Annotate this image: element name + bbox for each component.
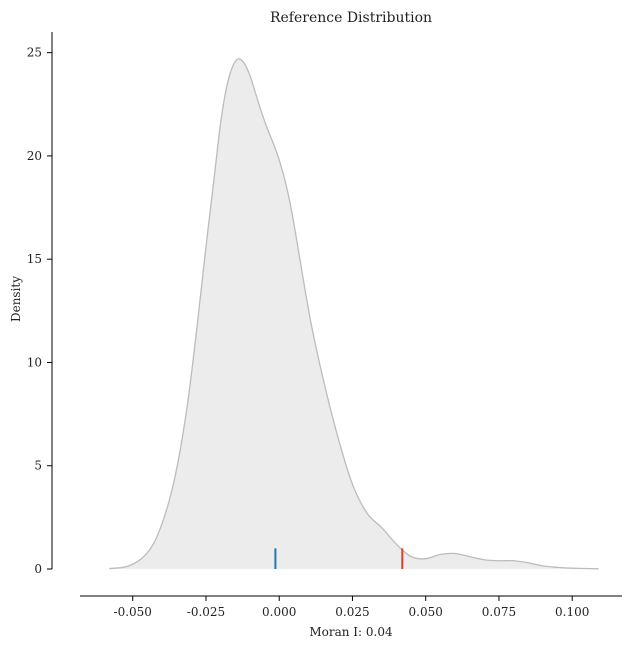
y-tick-label-4: 20	[27, 149, 42, 163]
x-tick-label-1: -0.025	[187, 605, 225, 619]
x-axis-label: Moran I: 0.04	[309, 625, 393, 639]
y-tick-label-0: 0	[34, 562, 42, 576]
y-tick-label-1: 5	[34, 459, 42, 473]
x-tick-label-3: 0.025	[335, 605, 369, 619]
chart-title: Reference Distribution	[270, 10, 432, 26]
density-line	[109, 58, 599, 570]
x-tick-label-0: -0.050	[114, 605, 152, 619]
y-tick-label-5: 25	[27, 46, 42, 60]
x-tick-label-5: 0.075	[482, 605, 516, 619]
y-tick-label-3: 15	[27, 252, 42, 266]
y-tick-label-2: 10	[27, 355, 42, 369]
x-axis-ticks: -0.050 -0.025 0.000 0.025 0.050 0.075 0.100	[114, 596, 589, 619]
x-tick-label-4: 0.050	[409, 605, 443, 619]
density-area	[109, 58, 599, 569]
x-tick-label-6: 0.100	[555, 605, 589, 619]
markers	[274, 548, 404, 569]
y-axis-ticks: 0 5 10 15 20 25	[27, 46, 52, 576]
y-axis-label: Density	[9, 276, 23, 322]
x-tick-label-2: 0.000	[262, 605, 296, 619]
